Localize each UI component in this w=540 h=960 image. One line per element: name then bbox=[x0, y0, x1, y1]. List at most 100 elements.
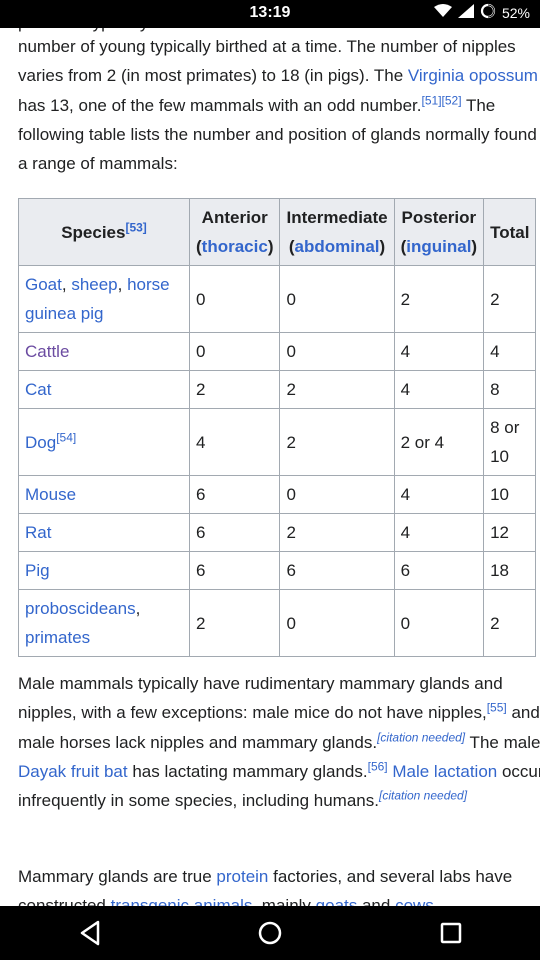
cell-species: proboscideans, primates bbox=[18, 589, 190, 657]
cell-posterior: 4 bbox=[393, 332, 485, 371]
cell-intermediate: 0 bbox=[279, 475, 395, 514]
recents-button[interactable] bbox=[436, 918, 466, 948]
cell-total: 2 bbox=[483, 589, 537, 657]
header-total: Total bbox=[483, 198, 537, 266]
cell-posterior: 4 bbox=[393, 370, 485, 409]
header-posterior: Posterior (inguinal) bbox=[393, 198, 485, 266]
cell-total: 8 or 10 bbox=[483, 408, 537, 476]
cell-total: 10 bbox=[483, 475, 537, 514]
cell-species: Cattle bbox=[18, 332, 190, 371]
table-row: Pig 6 6 6 18 bbox=[18, 551, 537, 590]
link-inguinal[interactable]: inguinal bbox=[406, 237, 472, 256]
link-pig[interactable]: Pig bbox=[25, 561, 50, 580]
cell-total: 12 bbox=[483, 513, 537, 552]
cell-posterior: 6 bbox=[393, 551, 485, 590]
cell-posterior: 2 or 4 bbox=[393, 408, 485, 476]
cell-anterior: 6 bbox=[188, 475, 281, 514]
table-row: Rat 6 2 4 12 bbox=[18, 513, 537, 552]
battery-icon bbox=[480, 3, 496, 22]
cell-intermediate: 2 bbox=[279, 408, 395, 476]
mammary-table-wrapper: Species[53] Anterior (thoracic) Intermedi… bbox=[18, 198, 537, 657]
mammary-table: Species[53] Anterior (thoracic) Intermedi… bbox=[18, 198, 537, 657]
ref-53[interactable]: [53] bbox=[125, 219, 147, 234]
table-row: Mouse 6 0 4 10 bbox=[18, 475, 537, 514]
table-row: Cattle 0 0 4 4 bbox=[18, 332, 537, 371]
link-sheep[interactable]: sheep bbox=[71, 275, 118, 294]
citation-needed-2[interactable]: [citation needed] bbox=[378, 788, 468, 803]
link-thoracic[interactable]: thoracic bbox=[201, 237, 268, 256]
cell-posterior: 0 bbox=[393, 589, 485, 657]
link-goats[interactable]: goats bbox=[315, 896, 358, 906]
ref-56[interactable]: [56] bbox=[367, 759, 388, 774]
cell-posterior: 2 bbox=[393, 265, 485, 333]
paragraph-intro: number of young typically birthed at a t… bbox=[18, 37, 540, 174]
home-icon bbox=[258, 921, 282, 945]
battery-percent: 52% bbox=[501, 4, 530, 21]
ref-54[interactable]: [54] bbox=[56, 429, 77, 444]
signal-icon bbox=[457, 4, 474, 21]
link-horse[interactable]: horse bbox=[127, 275, 170, 294]
header-species: Species[53] bbox=[18, 198, 190, 266]
cell-total: 8 bbox=[483, 370, 537, 409]
back-icon bbox=[80, 920, 100, 946]
ref-52[interactable]: [52] bbox=[441, 92, 462, 107]
cell-intermediate: 0 bbox=[279, 332, 395, 371]
cell-species: Mouse bbox=[18, 475, 190, 514]
cell-anterior: 4 bbox=[188, 408, 281, 476]
back-button[interactable] bbox=[76, 918, 106, 948]
cell-intermediate: 6 bbox=[279, 551, 395, 590]
link-virginia-opossum[interactable]: Virginia opossum bbox=[407, 66, 538, 86]
status-bar: 13:19 52% bbox=[0, 0, 540, 28]
cell-total: 2 bbox=[483, 265, 537, 333]
cell-anterior: 2 bbox=[188, 589, 281, 657]
table-row: Goat, sheep, horse guinea pig 0 0 2 2 bbox=[18, 265, 537, 333]
cell-intermediate: 0 bbox=[279, 589, 395, 657]
link-cattle[interactable]: Cattle bbox=[25, 342, 70, 361]
cell-anterior: 6 bbox=[188, 513, 281, 552]
link-mouse[interactable]: Mouse bbox=[25, 485, 77, 504]
cell-posterior: 4 bbox=[393, 475, 485, 514]
paragraph-protein: Mammary glands are true protein factorie… bbox=[0, 862, 540, 906]
link-male-lactation[interactable]: Male lactation bbox=[392, 761, 498, 781]
link-rat[interactable]: Rat bbox=[25, 523, 52, 542]
cell-species: Rat bbox=[18, 513, 190, 552]
cell-intermediate: 2 bbox=[279, 370, 395, 409]
cell-total: 18 bbox=[483, 551, 537, 590]
status-time: 13:19 bbox=[249, 4, 291, 21]
partial-line: primates typically ... ... ... ... bbox=[0, 28, 540, 37]
cell-total: 4 bbox=[483, 332, 537, 371]
cell-posterior: 4 bbox=[393, 513, 485, 552]
recents-icon bbox=[440, 922, 462, 944]
link-cows[interactable]: cows bbox=[395, 896, 434, 906]
cell-anterior: 0 bbox=[188, 332, 281, 371]
cell-species: Dog[54] bbox=[18, 408, 190, 476]
cell-anterior: 6 bbox=[188, 551, 281, 590]
ref-55[interactable]: [55] bbox=[486, 700, 507, 715]
table-header-row: Species[53] Anterior (thoracic) Intermedi… bbox=[18, 198, 537, 266]
home-button[interactable] bbox=[255, 918, 285, 948]
citation-needed-1[interactable]: [citation needed] bbox=[377, 729, 466, 744]
link-primates[interactable]: primates bbox=[25, 628, 91, 647]
cell-species: Goat, sheep, horse guinea pig bbox=[18, 265, 190, 333]
header-anterior: Anterior (thoracic) bbox=[188, 198, 281, 266]
link-goat[interactable]: Goat bbox=[25, 275, 62, 294]
table-row: Cat 2 2 4 8 bbox=[18, 370, 537, 409]
link-proboscideans[interactable]: proboscideans bbox=[25, 599, 136, 618]
header-intermediate: Intermediate (abdominal) bbox=[279, 198, 395, 266]
table-row: Dog[54] 4 2 2 or 4 8 or 10 bbox=[18, 408, 537, 476]
ref-51[interactable]: [51] bbox=[421, 92, 442, 107]
link-dayak-fruit-bat[interactable]: Dayak fruit bat bbox=[18, 761, 128, 781]
link-cat[interactable]: Cat bbox=[25, 380, 52, 399]
table-row: proboscideans, primates 2 0 0 2 bbox=[18, 589, 537, 657]
cell-species: Cat bbox=[18, 370, 190, 409]
cell-anterior: 0 bbox=[188, 265, 281, 333]
link-dog[interactable]: Dog bbox=[25, 432, 57, 452]
link-protein[interactable]: protein bbox=[216, 867, 269, 886]
link-guinea-pig[interactable]: guinea pig bbox=[25, 304, 104, 323]
article-content[interactable]: primates typically ... ... ... ... numbe… bbox=[0, 28, 540, 906]
link-transgenic-animals[interactable]: transgenic animals bbox=[110, 896, 253, 906]
navigation-bar bbox=[0, 906, 540, 960]
cell-anterior: 2 bbox=[188, 370, 281, 409]
link-abdominal[interactable]: abdominal bbox=[294, 237, 380, 256]
cell-intermediate: 0 bbox=[279, 265, 395, 333]
